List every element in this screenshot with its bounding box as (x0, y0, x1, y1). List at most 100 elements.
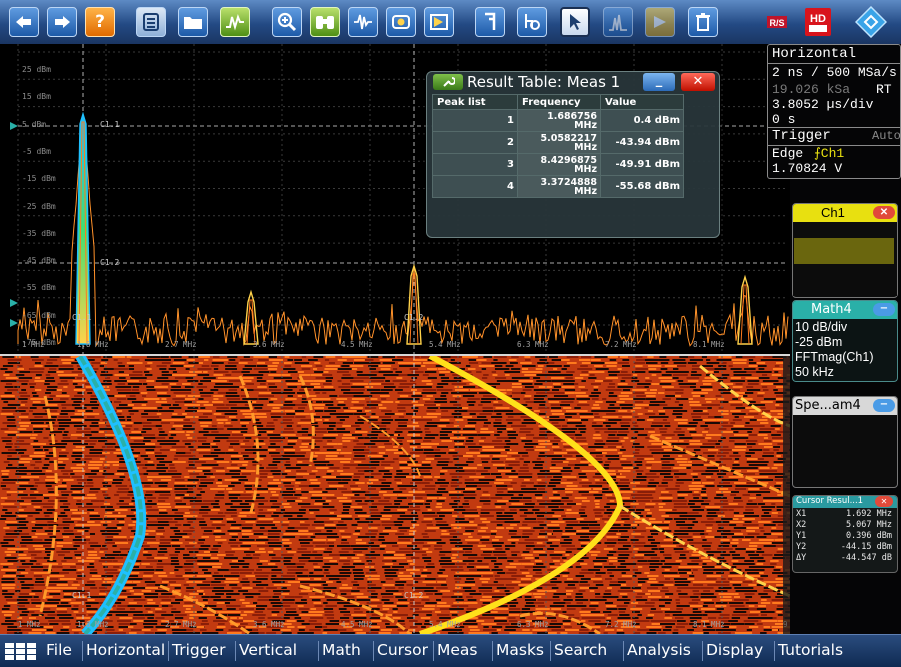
menu-separator (433, 641, 434, 661)
zoom-icon[interactable] (272, 7, 302, 37)
math4-function: FFTmag(Ch1) (795, 350, 873, 364)
spectrum-icon[interactable] (603, 7, 633, 37)
peak-value: -49.91 dBm (601, 154, 684, 176)
wrench-icon (433, 74, 463, 90)
minimize-icon[interactable]: − (873, 399, 895, 412)
cursor-value: 0.396 dBm (846, 531, 892, 541)
horizontal-info-box[interactable]: Horizontal 2 ns / 500 MSa/s 19.026 kSa R… (767, 44, 901, 179)
close-icon[interactable]: ✕ (875, 496, 893, 507)
menu-item-analysis[interactable]: Analysis (627, 641, 691, 659)
menu-item-display[interactable]: Display (706, 641, 763, 659)
cursor-value: -44.15 dBm (841, 542, 892, 552)
fft-icon[interactable] (348, 7, 378, 37)
menu-bar: File Horizontal Trigger Vertical Math Cursor M… (0, 634, 901, 667)
menu-item-vertical[interactable]: Vertical (239, 641, 297, 659)
spectrogram-plot[interactable] (0, 356, 790, 634)
layout-icon[interactable] (136, 7, 166, 37)
spectrogram-signal-panel[interactable]: Spe...am4 − (792, 396, 898, 488)
menu-item-math[interactable]: Math (322, 641, 361, 659)
y-tick-label: -25 dBm (22, 202, 56, 211)
menu-separator (702, 641, 703, 661)
peak-index: 4 (433, 176, 518, 198)
result-table-titlebar[interactable]: Result Table: Meas 1 _ ✕ (431, 72, 715, 92)
back-icon[interactable] (9, 7, 39, 37)
cursor-key: X2 (796, 520, 806, 530)
menu-separator (235, 641, 236, 661)
close-button[interactable]: ✕ (681, 73, 715, 91)
marker-icon[interactable] (424, 7, 454, 37)
trigger-source: ⨍Ch1 (814, 146, 844, 161)
forward-icon[interactable] (47, 7, 77, 37)
result-table-title: Result Table: Meas 1 (467, 73, 620, 91)
menu-item-horizontal[interactable]: Horizontal (86, 641, 165, 659)
signal-icon[interactable] (220, 7, 250, 37)
acq-mode: RT (876, 82, 892, 97)
menu-separator (168, 641, 169, 661)
math4-signal-panel[interactable]: Math4 − 10 dB/div -25 dBm FFTmag(Ch1) 50… (792, 300, 898, 382)
x-tick-label: 4.5 MHz (341, 340, 373, 349)
menu-item-trigger[interactable]: Trigger (172, 641, 225, 659)
x-tick-label: 1.8 MHz (77, 620, 109, 629)
menu-item-meas[interactable]: Meas (437, 641, 477, 659)
peak-value: -43.94 dBm (601, 132, 684, 154)
y-tick-label: -55 dBm (22, 283, 56, 292)
menu-item-search[interactable]: Search (554, 641, 607, 659)
cursor-key: Y2 (796, 542, 806, 552)
open-folder-icon[interactable] (178, 7, 208, 37)
binoculars-icon[interactable] (310, 7, 340, 37)
menu-separator (318, 641, 319, 661)
marker-label: C1.2 (100, 258, 119, 267)
record-icon[interactable] (386, 7, 416, 37)
cursor-result-row: Y1 0.396 dBm (796, 531, 894, 541)
cursor-result-row: Y2 -44.15 dBm (796, 542, 894, 552)
minimize-icon[interactable]: − (873, 303, 895, 316)
hd-icon[interactable]: HD (805, 8, 831, 36)
menu-separator (492, 641, 493, 661)
marker-label: C1.2 (404, 313, 423, 322)
x-tick-label: 1.8 MHz (77, 340, 109, 349)
math4-header: Math4 − (793, 301, 897, 319)
y-tick-label: -5 dBm (22, 147, 51, 156)
menu-item-cursor[interactable]: Cursor (377, 641, 428, 659)
cursor-value: 1.692 MHz (846, 509, 892, 519)
y-tick-label: 15 dBm (22, 92, 51, 101)
x-tick-label: 7.2 MHz (605, 340, 637, 349)
help-icon[interactable]: ? (85, 7, 115, 37)
x-tick-label: 1 MHz (22, 340, 45, 349)
time-per-div: 3.8052 µs/div (772, 97, 873, 112)
math4-offset: -25 dBm (795, 335, 842, 349)
minimize-button[interactable]: _ (643, 73, 675, 91)
close-icon[interactable]: ✕ (873, 206, 895, 219)
menu-item-tutorials[interactable]: Tutorials (778, 641, 843, 659)
cursor-key: X1 (796, 509, 806, 519)
ch1-signal-panel[interactable]: Ch1 ✕ (792, 203, 898, 298)
menu-separator (774, 641, 775, 661)
cursor-key: Y1 (796, 531, 806, 541)
cursor-icon[interactable] (475, 7, 505, 37)
menu-item-masks[interactable]: Masks (496, 641, 544, 659)
play-icon[interactable] (645, 7, 675, 37)
trash-icon[interactable] (688, 7, 718, 37)
trigger-level: 1.70824 V (772, 161, 842, 176)
menu-item-file[interactable]: File (46, 641, 72, 659)
trigger-title: Trigger (772, 128, 831, 144)
network-icon[interactable] (855, 6, 887, 38)
pointer-icon[interactable] (560, 7, 590, 37)
x-tick-label: 3.6 MHz (253, 340, 285, 349)
x-tick-label: 5.4 MHz (429, 620, 461, 629)
x-tick-label: 4.5 MHz (341, 620, 373, 629)
y-tick-label: -65 dBm (22, 311, 56, 320)
menu-separator (373, 641, 374, 661)
touch-icon[interactable] (517, 7, 547, 37)
app-grid-icon[interactable] (5, 643, 36, 660)
peak-index: 2 (433, 132, 518, 154)
horizontal-title: Horizontal (772, 46, 856, 62)
